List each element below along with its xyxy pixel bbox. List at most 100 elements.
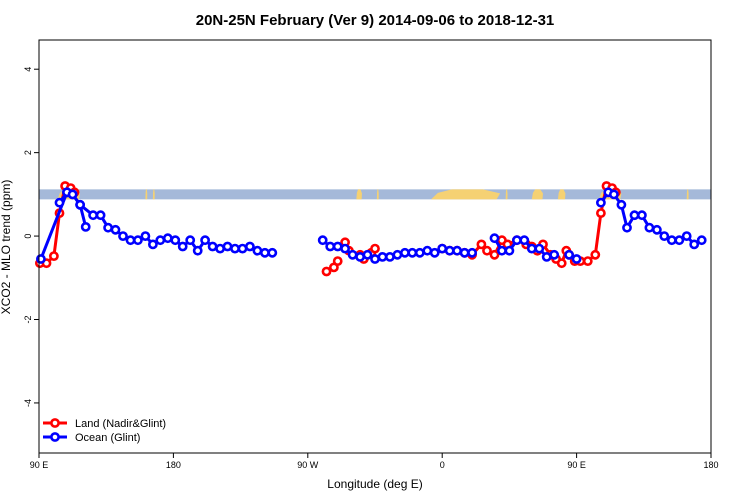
data-point — [504, 245, 515, 256]
data-point — [467, 247, 477, 258]
y-tick-label: -4 — [23, 399, 33, 407]
data-point — [489, 233, 500, 244]
data-point — [118, 231, 128, 241]
data-point — [170, 235, 181, 246]
data-point — [564, 249, 574, 260]
map-band-land — [531, 189, 543, 200]
data-point — [674, 235, 685, 246]
data-point — [155, 235, 166, 246]
data-point — [482, 245, 492, 256]
x-axis-label: Longitude (deg E) — [327, 477, 422, 491]
data-point — [317, 235, 328, 246]
data-point — [230, 243, 240, 254]
data-point — [222, 241, 233, 252]
x-tick-label: 90 W — [297, 460, 319, 470]
data-point — [267, 247, 278, 258]
y-tick-label: 0 — [23, 234, 33, 239]
data-point — [192, 245, 203, 256]
data-point — [596, 197, 606, 208]
data-point — [590, 249, 601, 260]
map-band-land — [431, 189, 501, 200]
legend-label: Ocean (Glint) — [75, 432, 140, 444]
data-point — [459, 247, 470, 258]
data-point — [666, 235, 677, 246]
data-point — [162, 233, 173, 244]
y-tick-label: 2 — [23, 150, 33, 155]
data-point — [370, 254, 380, 264]
data-point — [414, 247, 425, 258]
data-point — [644, 222, 655, 233]
data-point — [95, 210, 106, 221]
series-ocean — [36, 187, 707, 264]
data-point — [362, 249, 373, 260]
data-point — [534, 243, 545, 254]
data-point — [526, 243, 537, 254]
map-band-land — [557, 189, 566, 200]
map-band-land — [376, 189, 379, 200]
data-point — [347, 249, 358, 260]
x-tick-label: 0 — [440, 460, 445, 470]
data-point — [321, 266, 332, 277]
data-point — [652, 224, 662, 235]
data-point — [49, 251, 59, 261]
legend: Land (Nadir&Glint) Ocean (Glint) — [43, 418, 166, 444]
data-point — [147, 239, 158, 250]
data-point — [489, 249, 500, 260]
map-band-land — [686, 189, 689, 200]
data-point — [519, 235, 530, 246]
data-point — [622, 222, 632, 233]
data-point — [549, 249, 560, 260]
data-point — [476, 239, 487, 250]
data-point — [132, 235, 143, 246]
data-point — [36, 254, 46, 264]
data-point — [429, 247, 440, 258]
data-point — [582, 256, 593, 266]
data-point — [681, 231, 692, 241]
x-tick-label: 180 — [703, 460, 718, 470]
data-point — [200, 235, 210, 246]
y-axis: -4 -2 0 2 4 — [23, 67, 39, 407]
data-point — [659, 231, 670, 241]
data-point — [244, 241, 255, 252]
data-point — [110, 224, 121, 235]
legend-label: Land (Nadir&Glint) — [75, 418, 166, 430]
map-band-land — [145, 189, 148, 200]
data-point — [177, 241, 188, 252]
data-point — [452, 245, 462, 256]
data-point — [54, 197, 65, 208]
data-point — [185, 235, 196, 246]
data-point — [384, 251, 395, 262]
chart-title: 20N-25N February (Ver 9) 2014-09-06 to 2… — [196, 12, 555, 29]
data-point — [556, 258, 567, 269]
data-point — [616, 199, 627, 210]
data-point — [609, 189, 619, 200]
legend-marker — [50, 418, 60, 428]
data-point — [407, 247, 418, 258]
map-band-land — [505, 189, 508, 200]
x-tick-label: 90 E — [30, 460, 49, 470]
data-point — [325, 241, 336, 252]
data-point — [140, 231, 151, 241]
x-axis: 90 E 180 90 W 0 90 E 180 — [30, 453, 719, 470]
x-tick-label: 180 — [166, 460, 181, 470]
data-point — [340, 243, 350, 254]
x-tick-label: 90 E — [567, 460, 586, 470]
data-point — [80, 221, 91, 232]
data-point — [696, 235, 707, 246]
data-point — [637, 210, 647, 221]
data-point — [571, 254, 582, 264]
data-point — [437, 243, 448, 254]
legend-marker — [50, 432, 60, 442]
data-point — [370, 243, 380, 254]
plot-frame — [38, 39, 712, 454]
data-point — [252, 245, 263, 256]
map-band-land — [356, 189, 362, 200]
y-tick-label: -2 — [23, 315, 33, 323]
series-layer — [35, 181, 707, 277]
data-point — [689, 239, 700, 250]
y-tick-label: 4 — [23, 67, 33, 72]
data-point — [496, 245, 507, 256]
data-point — [541, 251, 552, 262]
map-band-land — [152, 189, 155, 200]
